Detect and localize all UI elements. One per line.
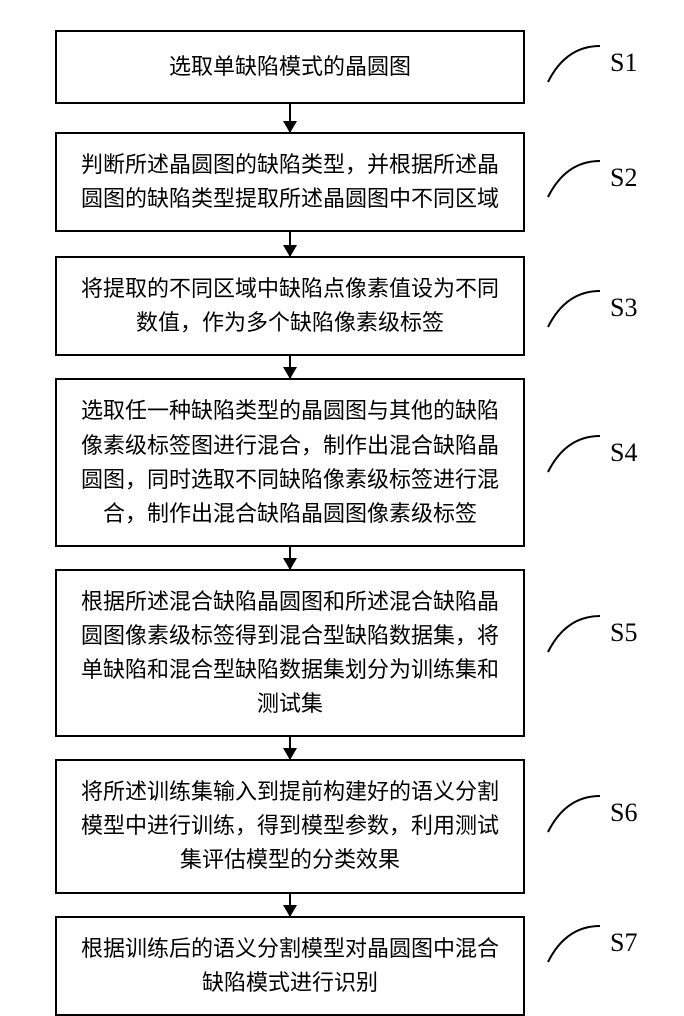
step-label-wrap-s5: S5 bbox=[544, 610, 654, 656]
step-text: 判断所述晶圆图的缺陷类型，并根据所述晶圆图的缺陷类型提取所述晶圆图中不同区域 bbox=[81, 152, 499, 211]
step-label: S1 bbox=[610, 48, 637, 78]
step-label: S7 bbox=[610, 928, 637, 958]
flowchart-container: 选取单缺陷模式的晶圆图判断所述晶圆图的缺陷类型，并根据所述晶圆图的缺陷类型提取所… bbox=[40, 30, 540, 1016]
step-box-s7: 根据训练后的语义分割模型对晶圆图中混合缺陷模式进行识别 bbox=[55, 916, 525, 1016]
step-label: S3 bbox=[610, 293, 637, 323]
step-label-wrap-s3: S3 bbox=[544, 285, 654, 331]
arrow bbox=[289, 737, 291, 759]
step-text: 将提取的不同区域中缺陷点像素值设为不同数值，作为多个缺陷像素级标签 bbox=[81, 276, 499, 335]
step-box-s3: 将提取的不同区域中缺陷点像素值设为不同数值，作为多个缺陷像素级标签 bbox=[55, 256, 525, 356]
step-label-wrap-s4: S4 bbox=[544, 430, 654, 476]
step-text: 选取任一种缺陷类型的晶圆图与其他的缺陷像素级标签图进行混合，制作出混合缺陷晶圆图… bbox=[81, 398, 499, 525]
arrow bbox=[289, 547, 291, 569]
step-label-wrap-s2: S2 bbox=[544, 155, 654, 201]
step-label-wrap-s7: S7 bbox=[544, 920, 654, 966]
arrow bbox=[289, 232, 291, 256]
step-box-s1: 选取单缺陷模式的晶圆图 bbox=[55, 30, 525, 104]
step-label: S5 bbox=[610, 618, 637, 648]
step-box-s4: 选取任一种缺陷类型的晶圆图与其他的缺陷像素级标签图进行混合，制作出混合缺陷晶圆图… bbox=[55, 378, 525, 546]
step-label: S2 bbox=[610, 163, 637, 193]
step-text: 根据训练后的语义分割模型对晶圆图中混合缺陷模式进行识别 bbox=[81, 936, 499, 995]
step-label: S4 bbox=[610, 438, 637, 468]
curve-icon bbox=[544, 610, 604, 656]
curve-icon bbox=[544, 155, 604, 201]
curve-icon bbox=[544, 285, 604, 331]
step-label-wrap-s1: S1 bbox=[544, 40, 654, 86]
step-label-wrap-s6: S6 bbox=[544, 790, 654, 836]
step-box-s6: 将所述训练集输入到提前构建好的语义分割模型中进行训练，得到模型参数，利用测试集评… bbox=[55, 759, 525, 893]
step-box-s5: 根据所述混合缺陷晶圆图和所述混合缺陷晶圆图像素级标签得到混合型缺陷数据集，将单缺… bbox=[55, 569, 525, 737]
curve-icon bbox=[544, 790, 604, 836]
curve-icon bbox=[544, 430, 604, 476]
arrow bbox=[289, 104, 291, 132]
curve-icon bbox=[544, 920, 604, 966]
step-text: 将所述训练集输入到提前构建好的语义分割模型中进行训练，得到模型参数，利用测试集评… bbox=[81, 779, 499, 872]
curve-icon bbox=[544, 40, 604, 86]
step-label: S6 bbox=[610, 798, 637, 828]
arrow bbox=[289, 356, 291, 378]
step-text: 选取单缺陷模式的晶圆图 bbox=[169, 54, 411, 79]
step-box-s2: 判断所述晶圆图的缺陷类型，并根据所述晶圆图的缺陷类型提取所述晶圆图中不同区域 bbox=[55, 132, 525, 232]
arrow bbox=[289, 894, 291, 916]
step-text: 根据所述混合缺陷晶圆图和所述混合缺陷晶圆图像素级标签得到混合型缺陷数据集，将单缺… bbox=[81, 589, 499, 716]
